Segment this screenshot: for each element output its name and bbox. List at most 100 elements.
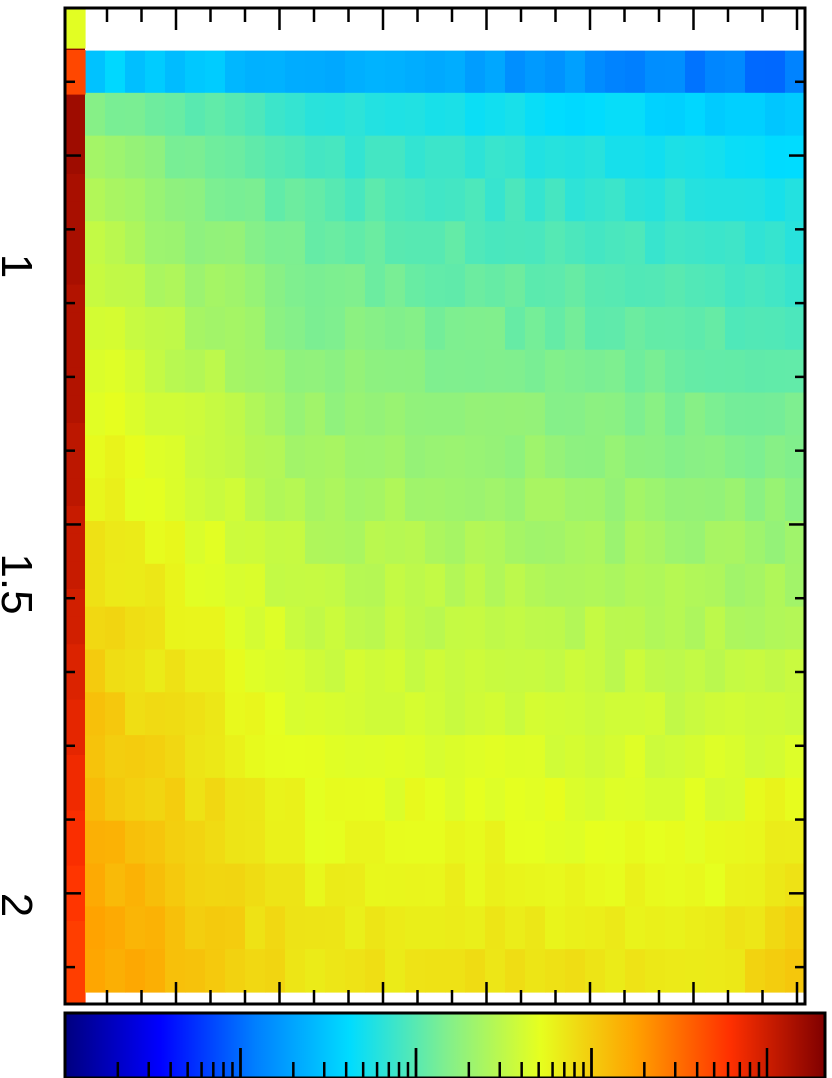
heatmap-cell — [745, 135, 766, 180]
heatmap-cell — [785, 349, 806, 394]
heatmap-cell — [785, 820, 806, 865]
heatmap-cell — [665, 735, 686, 779]
heatmap-cell — [165, 178, 186, 222]
heatmap-cell — [665, 221, 686, 265]
heatmap-cell — [265, 820, 286, 865]
heatmap-cell — [185, 649, 206, 693]
heatmap-cell — [565, 264, 586, 308]
heatmap-cell — [565, 820, 586, 865]
heatmap-cell — [445, 392, 466, 436]
heatmap-cell — [625, 92, 646, 137]
heatmap-cell — [205, 906, 226, 950]
heatmap-cell — [205, 92, 226, 137]
heatmap-cell — [705, 906, 726, 950]
heatmap-cell — [325, 178, 346, 222]
heatmap-cell — [565, 435, 586, 479]
heatmap-cell — [105, 50, 126, 94]
heatmap-cell — [245, 92, 266, 137]
heatmap-cell — [445, 221, 466, 265]
heatmap-cell — [705, 92, 726, 137]
heatmap-cell — [685, 563, 706, 608]
heatmap-cell — [565, 735, 586, 779]
heatmap-cell — [105, 949, 126, 993]
heatmap-cell — [525, 135, 546, 180]
heatmap-cell — [465, 777, 486, 822]
heatmap-cell — [245, 306, 266, 351]
heatmap-cell — [105, 92, 126, 137]
heatmap-cell — [465, 50, 486, 94]
heatmap-cell — [725, 135, 746, 180]
heatmap-cell — [765, 221, 786, 265]
heatmap-cell — [665, 435, 686, 479]
heatmap-cell — [125, 949, 146, 993]
heatmap-cell — [785, 478, 806, 522]
heatmap-cell — [65, 782, 86, 811]
heatmap-cell — [765, 92, 786, 137]
heatmap-cell — [445, 949, 466, 993]
heatmap-cell — [685, 906, 706, 950]
heatmap-cell — [65, 91, 86, 120]
heatmap-cell — [65, 174, 86, 203]
heatmap-cell — [465, 92, 486, 137]
heatmap-cell — [105, 135, 126, 180]
heatmap-cell — [665, 863, 686, 907]
heatmap-cell — [245, 221, 266, 265]
heatmap-cell — [65, 533, 86, 562]
heatmap-cell — [645, 777, 666, 822]
heatmap-cell — [305, 478, 326, 522]
heatmap-cell — [65, 616, 86, 645]
heatmap-cell — [725, 221, 746, 265]
heatmap-cell — [285, 521, 306, 565]
heatmap-cell — [685, 306, 706, 351]
heatmap-cell — [125, 349, 146, 394]
heatmap-cell — [65, 948, 86, 977]
heatmap-cell — [305, 692, 326, 736]
heatmap-cell — [85, 949, 106, 993]
heatmap-cell — [425, 178, 446, 222]
heatmap-cell — [325, 135, 346, 180]
heatmap-cell — [85, 777, 106, 822]
heatmap-cell — [385, 264, 406, 308]
tick-label-2: 2 — [0, 893, 41, 917]
heatmap-cell — [225, 563, 246, 608]
heatmap-cell — [765, 435, 786, 479]
heatmap-cell — [625, 349, 646, 394]
heatmap-cell — [125, 306, 146, 351]
heatmap-cell — [405, 178, 426, 222]
heatmap-cell — [125, 392, 146, 436]
heatmap-cell — [225, 906, 246, 950]
heatmap-cell — [505, 563, 526, 608]
heatmap-cell — [605, 692, 626, 736]
heatmap-cell — [325, 50, 346, 94]
heatmap-cell — [445, 906, 466, 950]
heatmap-cell — [505, 135, 526, 180]
heatmap-cell — [645, 820, 666, 865]
heatmap-cell — [345, 349, 366, 394]
heatmap-cell — [225, 735, 246, 779]
heatmap-cell — [245, 349, 266, 394]
heatmap-cell — [145, 863, 166, 907]
heatmap-cell — [585, 692, 606, 736]
heatmap-cell — [585, 478, 606, 522]
heatmap-cell — [565, 563, 586, 608]
heatmap-cell — [65, 118, 86, 147]
heatmap-cell — [65, 367, 86, 396]
heatmap-cell — [105, 606, 126, 651]
heatmap-cell — [585, 863, 606, 907]
heatmap-cell — [245, 820, 266, 865]
heatmap-cell — [265, 735, 286, 779]
heatmap-cell — [705, 692, 726, 736]
heatmap-cell — [765, 735, 786, 779]
heatmap-cell — [665, 178, 686, 222]
heatmap-cell — [565, 306, 586, 351]
heatmap-cell — [385, 735, 406, 779]
heatmap-cell — [365, 92, 386, 137]
heatmap-cell — [105, 692, 126, 736]
heatmap-cell — [685, 392, 706, 436]
heatmap-cell — [405, 392, 426, 436]
heatmap-cell — [425, 949, 446, 993]
heatmap-cell — [465, 649, 486, 693]
heatmap-cell — [505, 92, 526, 137]
heatmap-cell — [365, 221, 386, 265]
heatmap-cell — [625, 264, 646, 308]
